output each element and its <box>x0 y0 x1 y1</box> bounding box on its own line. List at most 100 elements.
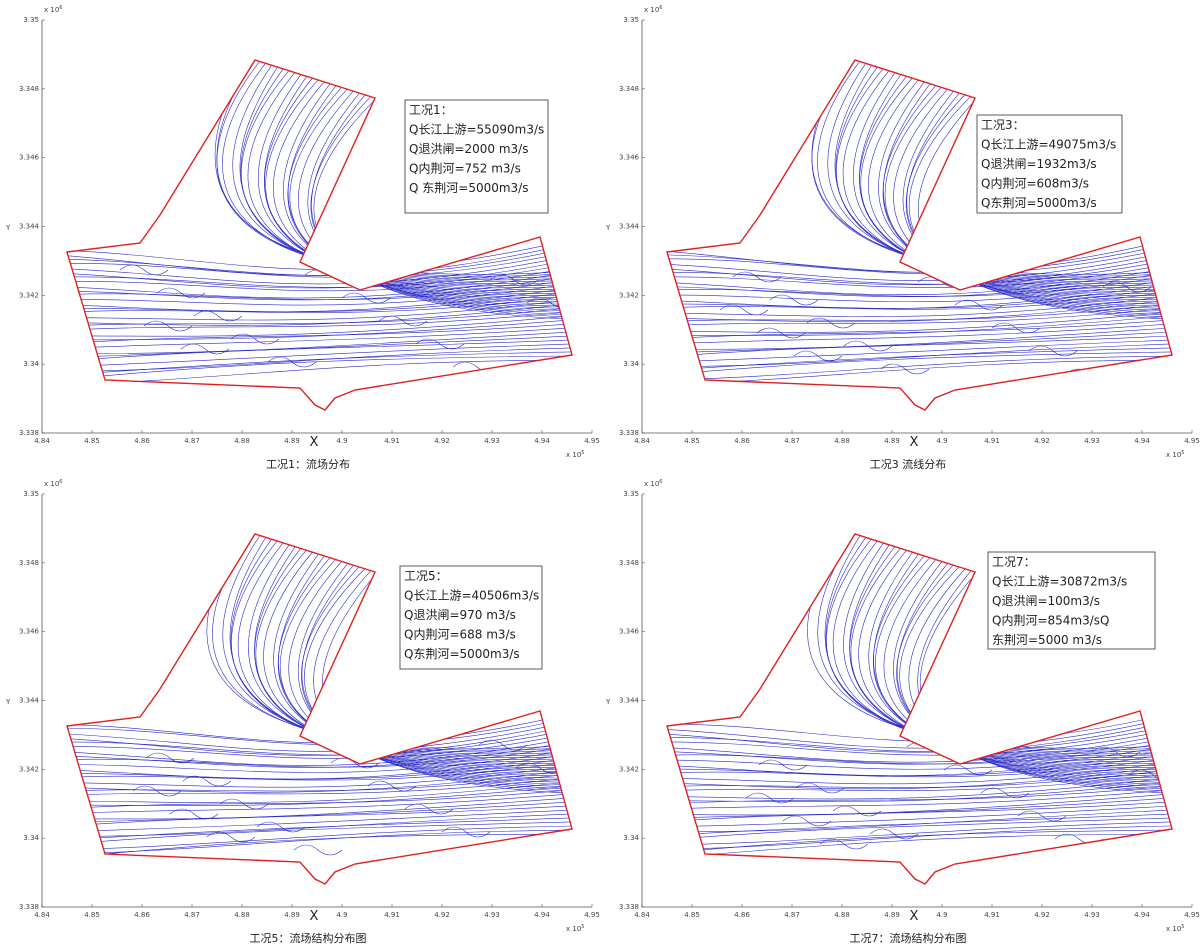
streamline <box>667 238 1172 273</box>
streamline <box>273 550 572 772</box>
x-tick-label: 4.9 <box>936 437 947 445</box>
x-exponent: x 105 <box>1166 924 1184 933</box>
exp-power: 5 <box>1181 450 1184 456</box>
domain-boundary <box>666 533 1173 885</box>
exp-base: x 10 <box>644 6 659 14</box>
streamline <box>254 543 572 764</box>
streamline <box>667 255 1172 285</box>
streamline <box>67 762 572 788</box>
streamline <box>858 546 1172 768</box>
exp-base: x 10 <box>566 925 581 933</box>
streamline <box>283 80 572 303</box>
x-tick-label: 4.88 <box>234 437 250 445</box>
streamline <box>667 347 1172 372</box>
eddy <box>954 299 1004 311</box>
streamline <box>273 78 572 301</box>
eddy <box>991 322 1041 334</box>
streamline <box>667 808 1172 833</box>
exp-power: 6 <box>59 479 62 485</box>
streamline <box>667 330 1172 354</box>
y-exponent: x 106 <box>644 479 662 488</box>
streamline <box>278 554 572 777</box>
streamline <box>232 62 572 283</box>
x-axis-label: X <box>310 435 319 450</box>
exp-power: 6 <box>659 479 662 485</box>
x-tick-label: 4.92 <box>434 437 450 445</box>
streamline <box>667 351 1172 377</box>
x-tick-label: 4.95 <box>584 911 600 919</box>
streamline <box>216 60 572 277</box>
x-tick-label: 4.85 <box>84 437 100 445</box>
exp-power: 6 <box>659 5 662 11</box>
streamline <box>67 322 572 345</box>
streamline <box>850 545 1172 766</box>
streamline <box>67 255 572 289</box>
eddy <box>378 315 428 327</box>
streamline <box>667 251 1172 286</box>
y-tick-label: 3.346 <box>619 154 640 162</box>
streamline <box>667 263 1172 296</box>
eddy <box>793 350 843 362</box>
streamline <box>67 288 572 313</box>
streamline <box>667 829 1172 855</box>
streamline <box>287 83 572 307</box>
streamline <box>241 67 572 288</box>
eddy <box>230 333 280 345</box>
streamline <box>67 309 572 332</box>
eddy <box>769 294 819 306</box>
eddy <box>145 752 195 764</box>
streamline <box>67 800 572 824</box>
exp-power: 5 <box>581 924 584 930</box>
streamline <box>67 326 572 350</box>
x-axis-label: X <box>910 435 919 450</box>
eddy <box>341 292 391 304</box>
streamline <box>667 309 1172 333</box>
exp-base: x 10 <box>644 480 659 488</box>
eddy <box>193 310 243 322</box>
eddy <box>293 844 343 856</box>
streamline <box>817 534 1172 751</box>
streamline <box>667 334 1172 359</box>
y-tick-label: 3.344 <box>619 223 640 231</box>
streamline <box>67 783 572 806</box>
eddy <box>182 775 232 787</box>
streamline <box>67 812 572 837</box>
streamline <box>67 829 572 855</box>
streamline <box>67 313 572 337</box>
streamline <box>67 817 572 842</box>
x-tick-label: 4.84 <box>34 911 50 919</box>
streamline <box>67 825 572 851</box>
streamline <box>67 808 572 833</box>
x-tick-label: 4.95 <box>1184 911 1200 919</box>
y-tick-label: 3.348 <box>19 559 39 567</box>
streamline <box>667 833 1172 860</box>
streamline <box>667 301 1172 323</box>
streamline <box>67 833 572 860</box>
streamline <box>667 338 1172 363</box>
x-tick-label: 4.91 <box>984 911 1000 919</box>
eddy <box>404 803 454 815</box>
streamline <box>667 729 1172 763</box>
domain-boundary <box>66 59 573 411</box>
info-line: Q东荆河=5000m3/s <box>981 196 1097 210</box>
eddy <box>1017 810 1067 822</box>
x-tick-label: 4.86 <box>734 911 750 919</box>
streamline <box>67 297 572 321</box>
eddy <box>206 831 256 843</box>
eddy <box>180 343 230 355</box>
eddy <box>143 320 193 332</box>
exp-power: 5 <box>581 450 584 456</box>
caption: 工况5：流场结构分布图 <box>250 931 367 945</box>
x-tick-label: 4.84 <box>634 911 650 919</box>
streamline <box>67 318 572 341</box>
streamline <box>240 65 572 286</box>
x-exponent: x 105 <box>566 924 584 933</box>
streamline <box>873 552 1172 775</box>
streamline <box>667 787 1172 810</box>
x-tick-label: 4.84 <box>34 437 50 445</box>
y-tick-label: 3.35 <box>23 490 39 498</box>
x-tick-label: 4.89 <box>284 437 300 445</box>
x-tick-label: 4.85 <box>84 911 100 919</box>
exp-power: 5 <box>1181 924 1184 930</box>
streamline <box>667 234 1172 273</box>
